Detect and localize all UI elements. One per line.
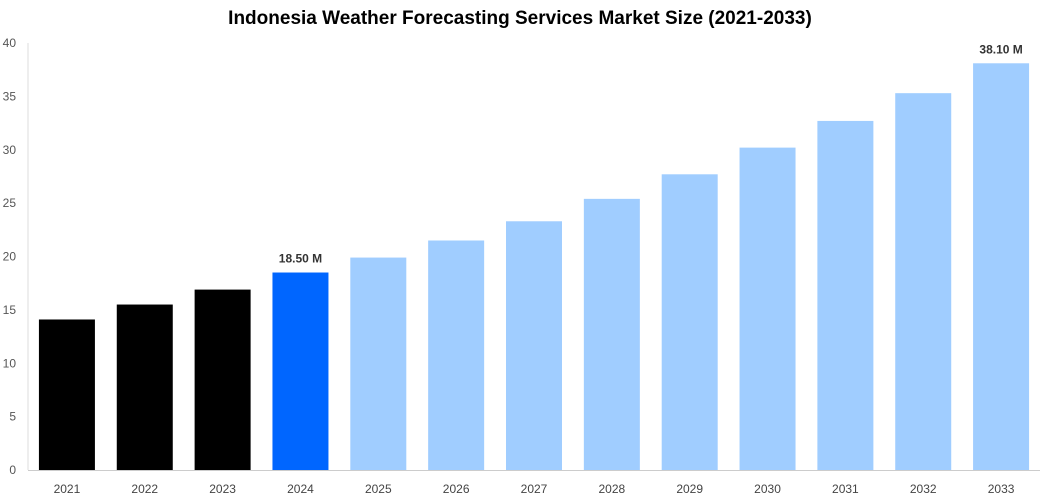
bar-2025 <box>350 257 407 470</box>
x-tick-label: 2022 <box>131 482 158 496</box>
x-tick-label: 2024 <box>287 482 314 496</box>
x-tick-label: 2026 <box>443 482 470 496</box>
x-tick-label: 2033 <box>988 482 1015 496</box>
x-tick-label: 2021 <box>54 482 81 496</box>
y-tick-label: 25 <box>3 196 17 210</box>
y-tick-label: 35 <box>3 89 17 103</box>
data-label: 38.10 M <box>979 42 1022 56</box>
bar-2027 <box>506 221 562 470</box>
bar-2023 <box>194 289 251 470</box>
x-tick-label: 2031 <box>832 482 859 496</box>
bar-2029 <box>661 174 718 471</box>
x-tick-label: 2027 <box>521 482 548 496</box>
y-tick-label: 40 <box>3 36 17 50</box>
y-tick-label: 15 <box>3 303 17 317</box>
bar-2026 <box>428 240 485 470</box>
y-tick-label: 0 <box>9 463 16 477</box>
bar-2024 <box>272 272 329 470</box>
bar-2022 <box>116 304 173 470</box>
bar-2028 <box>583 198 640 471</box>
x-tick-label: 2032 <box>910 482 937 496</box>
x-tick-label: 2025 <box>365 482 392 496</box>
x-tick-label: 2030 <box>754 482 781 496</box>
bar-2031 <box>817 120 874 471</box>
bar-2033 <box>973 63 1030 470</box>
x-tick-label: 2028 <box>598 482 625 496</box>
y-tick-label: 10 <box>3 356 17 370</box>
bar-2021 <box>38 319 95 470</box>
y-tick-label: 5 <box>9 410 16 424</box>
bar-2032 <box>895 93 952 471</box>
y-tick-label: 20 <box>3 250 17 264</box>
bar-2030 <box>739 147 796 471</box>
data-label: 18.50 M <box>279 252 322 266</box>
chart-title: Indonesia Weather Forecasting Services M… <box>228 8 812 29</box>
x-tick-label: 2029 <box>676 482 703 496</box>
x-tick-label: 2023 <box>209 482 236 496</box>
y-tick-label: 30 <box>3 143 17 157</box>
